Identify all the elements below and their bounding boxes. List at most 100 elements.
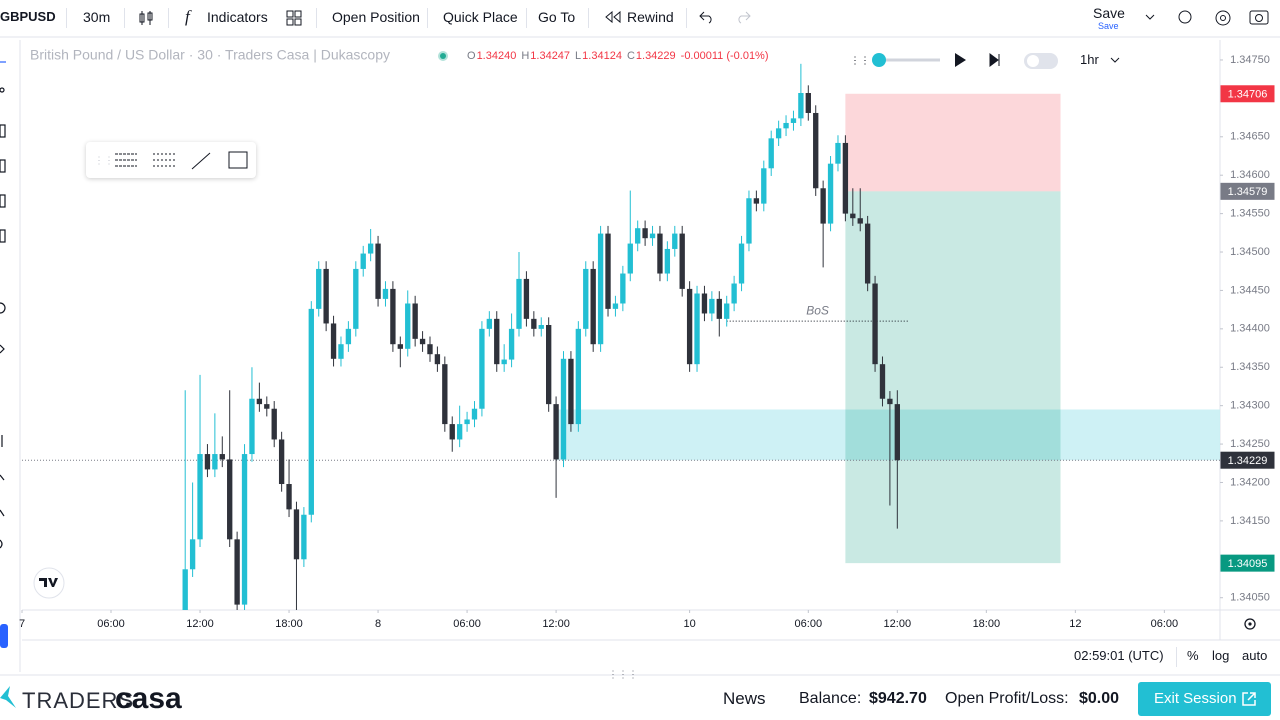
x-tick-label: 12 <box>1069 618 1081 630</box>
candle-body <box>864 223 871 284</box>
legend-key: C <box>627 50 635 62</box>
candle-body <box>775 128 782 139</box>
separator <box>66 8 67 28</box>
news-button[interactable]: News <box>723 689 766 708</box>
settings-icon[interactable] <box>1215 10 1231 26</box>
quick-place-button[interactable]: Quick Place <box>443 9 518 25</box>
x-tick-label: 06:00 <box>795 618 823 630</box>
rewind-button[interactable]: Rewind <box>627 9 674 25</box>
interval[interactable]: 30m <box>83 9 111 25</box>
candle-body <box>887 398 893 405</box>
candle-body <box>850 213 856 219</box>
sidebar-icon[interactable] <box>0 194 6 208</box>
undo-icon[interactable] <box>699 10 715 24</box>
sidebar-icon[interactable] <box>0 539 3 549</box>
exit-session-button[interactable]: Exit Session <box>1138 682 1271 716</box>
drag-grip[interactable]: ⋮⋮ <box>850 56 870 67</box>
sidebar-icon[interactable] <box>0 474 5 481</box>
tool-lines[interactable] <box>115 153 137 167</box>
separator <box>588 8 589 28</box>
chart-type-icon[interactable] <box>137 9 155 27</box>
indicators-button[interactable]: Indicators <box>207 9 268 25</box>
sidebar-icon[interactable] <box>0 344 5 354</box>
go-to-button[interactable]: Go To <box>538 9 576 25</box>
search-icon[interactable] <box>1178 10 1192 24</box>
tool-fib[interactable] <box>153 153 175 167</box>
sidebar-icons <box>0 61 6 549</box>
candle-body <box>397 344 403 349</box>
symbol[interactable]: GBPUSD <box>0 9 56 24</box>
sidebar-icon[interactable] <box>0 124 6 138</box>
sidebar-icon[interactable] <box>0 87 5 93</box>
indicators-icon[interactable]: f <box>185 7 190 26</box>
step-button[interactable] <box>989 53 1000 67</box>
sidebar-icon[interactable] <box>0 159 6 173</box>
y-tick-label: 1.34450 <box>1230 284 1270 296</box>
log-toggle[interactable]: log <box>1212 648 1230 663</box>
play-button[interactable] <box>955 53 966 67</box>
sidebar-icon[interactable] <box>0 509 5 517</box>
layouts-icon[interactable] <box>285 9 303 27</box>
candle-body <box>241 454 248 605</box>
speed-slider[interactable] <box>872 53 886 67</box>
legend-value: 1.34229 <box>636 50 676 62</box>
clock: 02:59:01 (UTC) <box>1074 648 1164 663</box>
candle-body <box>264 404 270 409</box>
candle-body <box>546 325 552 405</box>
speed-menu[interactable] <box>1109 55 1121 65</box>
tv-logo[interactable] <box>33 567 65 599</box>
candle-body <box>271 408 277 440</box>
price-tag-label: 1.34706 <box>1228 89 1268 101</box>
candle-body <box>553 404 559 460</box>
settings-icon-center <box>1220 15 1226 21</box>
candle-body <box>560 358 567 460</box>
sidebar-active[interactable] <box>0 624 8 648</box>
auto-toggle[interactable]: auto <box>1242 648 1268 663</box>
logo-text-bold: casa <box>115 682 182 715</box>
candle-body <box>583 268 589 329</box>
tool-trendline[interactable] <box>191 152 211 170</box>
resize-handle[interactable]: ⋮⋮⋮ <box>608 670 638 681</box>
snapshot-icon[interactable] <box>1249 10 1269 25</box>
candle-body <box>286 484 292 510</box>
x-tick-label: 12:00 <box>542 618 570 630</box>
save-hint: Save <box>1098 21 1119 31</box>
save-button[interactable]: Save <box>1093 5 1125 21</box>
candle-body <box>679 233 685 289</box>
candle-body <box>531 318 537 329</box>
candle-body <box>701 293 708 314</box>
separator <box>316 8 317 28</box>
sidebar-icon[interactable] <box>0 302 6 314</box>
stop-zone <box>845 93 1061 192</box>
x-tick-label: 10 <box>683 618 695 630</box>
candle-body <box>790 118 797 123</box>
tool-rectangle[interactable] <box>228 151 248 169</box>
open-position-button[interactable]: Open Position <box>332 9 420 25</box>
replay-speed[interactable]: 1hr <box>1080 52 1099 67</box>
candle-body <box>746 198 752 244</box>
candle-body <box>820 188 826 224</box>
legend-key: L <box>575 50 581 62</box>
candle-body <box>405 303 411 349</box>
sidebar-icon[interactable] <box>0 229 6 243</box>
snapshot-lens <box>1255 14 1263 22</box>
candle-body <box>605 233 611 309</box>
candle-body <box>894 404 900 461</box>
candle-body <box>508 328 515 360</box>
candle-body <box>597 233 604 345</box>
candle-body <box>649 233 656 239</box>
candle-body <box>464 419 470 425</box>
candle-body <box>694 293 700 365</box>
save-menu[interactable] <box>1144 12 1156 22</box>
rewind-icon[interactable] <box>604 10 622 24</box>
candle-body <box>753 198 760 204</box>
drawing-toolbar: ⋮⋮ <box>86 142 256 178</box>
percent-toggle[interactable]: % <box>1187 648 1199 663</box>
replay-panel: ⋮⋮ 1hr <box>842 44 1132 76</box>
candle-body <box>338 344 344 359</box>
axis-settings[interactable] <box>1244 618 1256 630</box>
drag-grip[interactable]: ⋮⋮ <box>94 156 114 167</box>
candle-body <box>716 298 722 319</box>
separator <box>1176 647 1177 667</box>
x-tick-label: 7 <box>19 618 25 630</box>
